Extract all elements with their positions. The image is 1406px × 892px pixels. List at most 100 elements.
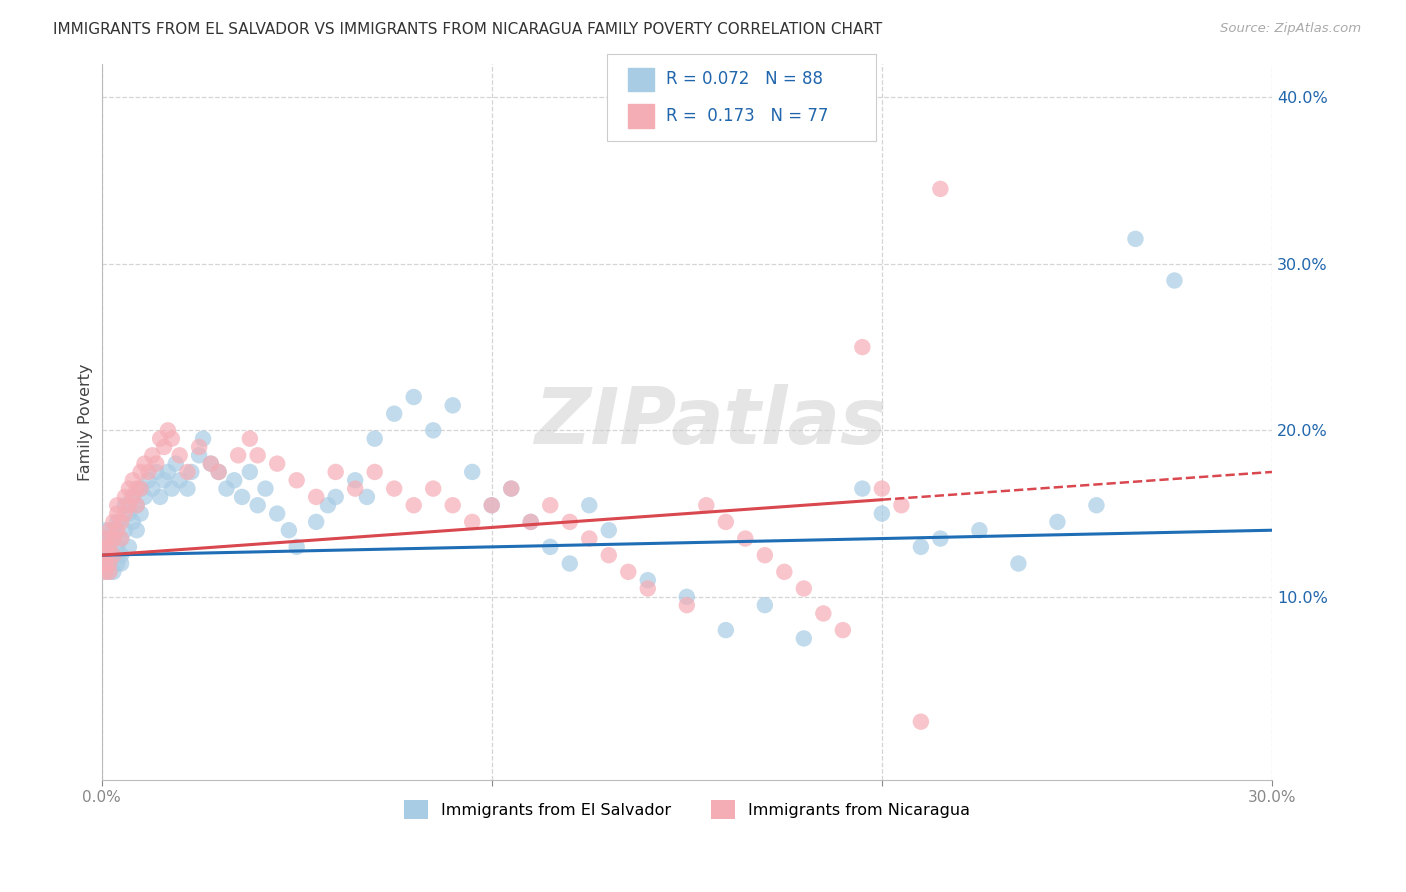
Point: [153, 440, 176, 454]
Point: [125, 498, 148, 512]
Y-axis label: Family Poverty: Family Poverty: [79, 363, 93, 481]
Text: R =  0.173   N = 77: R = 0.173 N = 77: [666, 107, 828, 125]
Point: [890, 498, 912, 512]
Point: [110, 532, 132, 546]
Point: [125, 482, 148, 496]
Point: [266, 457, 288, 471]
Point: [103, 548, 125, 562]
Point: [105, 557, 128, 571]
Point: [363, 432, 385, 446]
Point: [929, 182, 952, 196]
Point: [105, 507, 128, 521]
Point: [246, 498, 269, 512]
Point: [176, 465, 198, 479]
Point: [188, 440, 211, 454]
Point: [501, 482, 523, 496]
Point: [121, 515, 143, 529]
Point: [277, 523, 299, 537]
Point: [481, 498, 503, 512]
Point: [239, 432, 262, 446]
Point: [149, 432, 172, 446]
Point: [118, 498, 141, 512]
Point: [675, 598, 697, 612]
Point: [382, 482, 405, 496]
Point: [637, 582, 659, 596]
Point: [558, 515, 581, 529]
Point: [156, 465, 179, 479]
Point: [773, 565, 796, 579]
Point: [125, 523, 148, 537]
Point: [94, 540, 117, 554]
Point: [141, 448, 163, 462]
Point: [285, 540, 308, 554]
Point: [910, 714, 932, 729]
Point: [305, 490, 328, 504]
Point: [94, 548, 117, 562]
Point: [1046, 515, 1069, 529]
Point: [94, 540, 117, 554]
Point: [224, 473, 246, 487]
Point: [105, 515, 128, 529]
Point: [325, 490, 347, 504]
Point: [239, 465, 262, 479]
Point: [103, 532, 125, 546]
Point: [110, 532, 132, 546]
Point: [598, 548, 620, 562]
Point: [94, 565, 117, 579]
Point: [1007, 557, 1029, 571]
Point: [94, 532, 117, 546]
Point: [461, 515, 484, 529]
Point: [851, 340, 873, 354]
Point: [226, 448, 249, 462]
Point: [180, 465, 202, 479]
Point: [558, 557, 581, 571]
Point: [103, 515, 125, 529]
Point: [929, 532, 952, 546]
Point: [94, 532, 117, 546]
Point: [98, 565, 121, 579]
Point: [165, 457, 187, 471]
Point: [578, 532, 600, 546]
Point: [714, 623, 737, 637]
Point: [363, 465, 385, 479]
Point: [754, 598, 776, 612]
Point: [910, 540, 932, 554]
Point: [94, 565, 117, 579]
Point: [94, 548, 117, 562]
Point: [98, 557, 121, 571]
Point: [153, 473, 176, 487]
Point: [617, 565, 640, 579]
Point: [215, 482, 238, 496]
Point: [176, 482, 198, 496]
Point: [200, 457, 222, 471]
Point: [637, 573, 659, 587]
Point: [105, 540, 128, 554]
Point: [134, 490, 156, 504]
Point: [121, 473, 143, 487]
Point: [145, 465, 167, 479]
Point: [675, 590, 697, 604]
Point: [793, 582, 815, 596]
Point: [110, 515, 132, 529]
Point: [598, 523, 620, 537]
Point: [121, 490, 143, 504]
Point: [103, 523, 125, 537]
Point: [422, 482, 444, 496]
Point: [1163, 273, 1185, 287]
Point: [141, 482, 163, 496]
Point: [1085, 498, 1108, 512]
Point: [325, 465, 347, 479]
Point: [208, 465, 231, 479]
Point: [305, 515, 328, 529]
Point: [94, 557, 117, 571]
Point: [422, 423, 444, 437]
Point: [98, 523, 121, 537]
Text: Source: ZipAtlas.com: Source: ZipAtlas.com: [1220, 22, 1361, 36]
Point: [316, 498, 339, 512]
Point: [481, 498, 503, 512]
Point: [793, 632, 815, 646]
Point: [94, 523, 117, 537]
Point: [266, 507, 288, 521]
Point: [501, 482, 523, 496]
Point: [110, 557, 132, 571]
